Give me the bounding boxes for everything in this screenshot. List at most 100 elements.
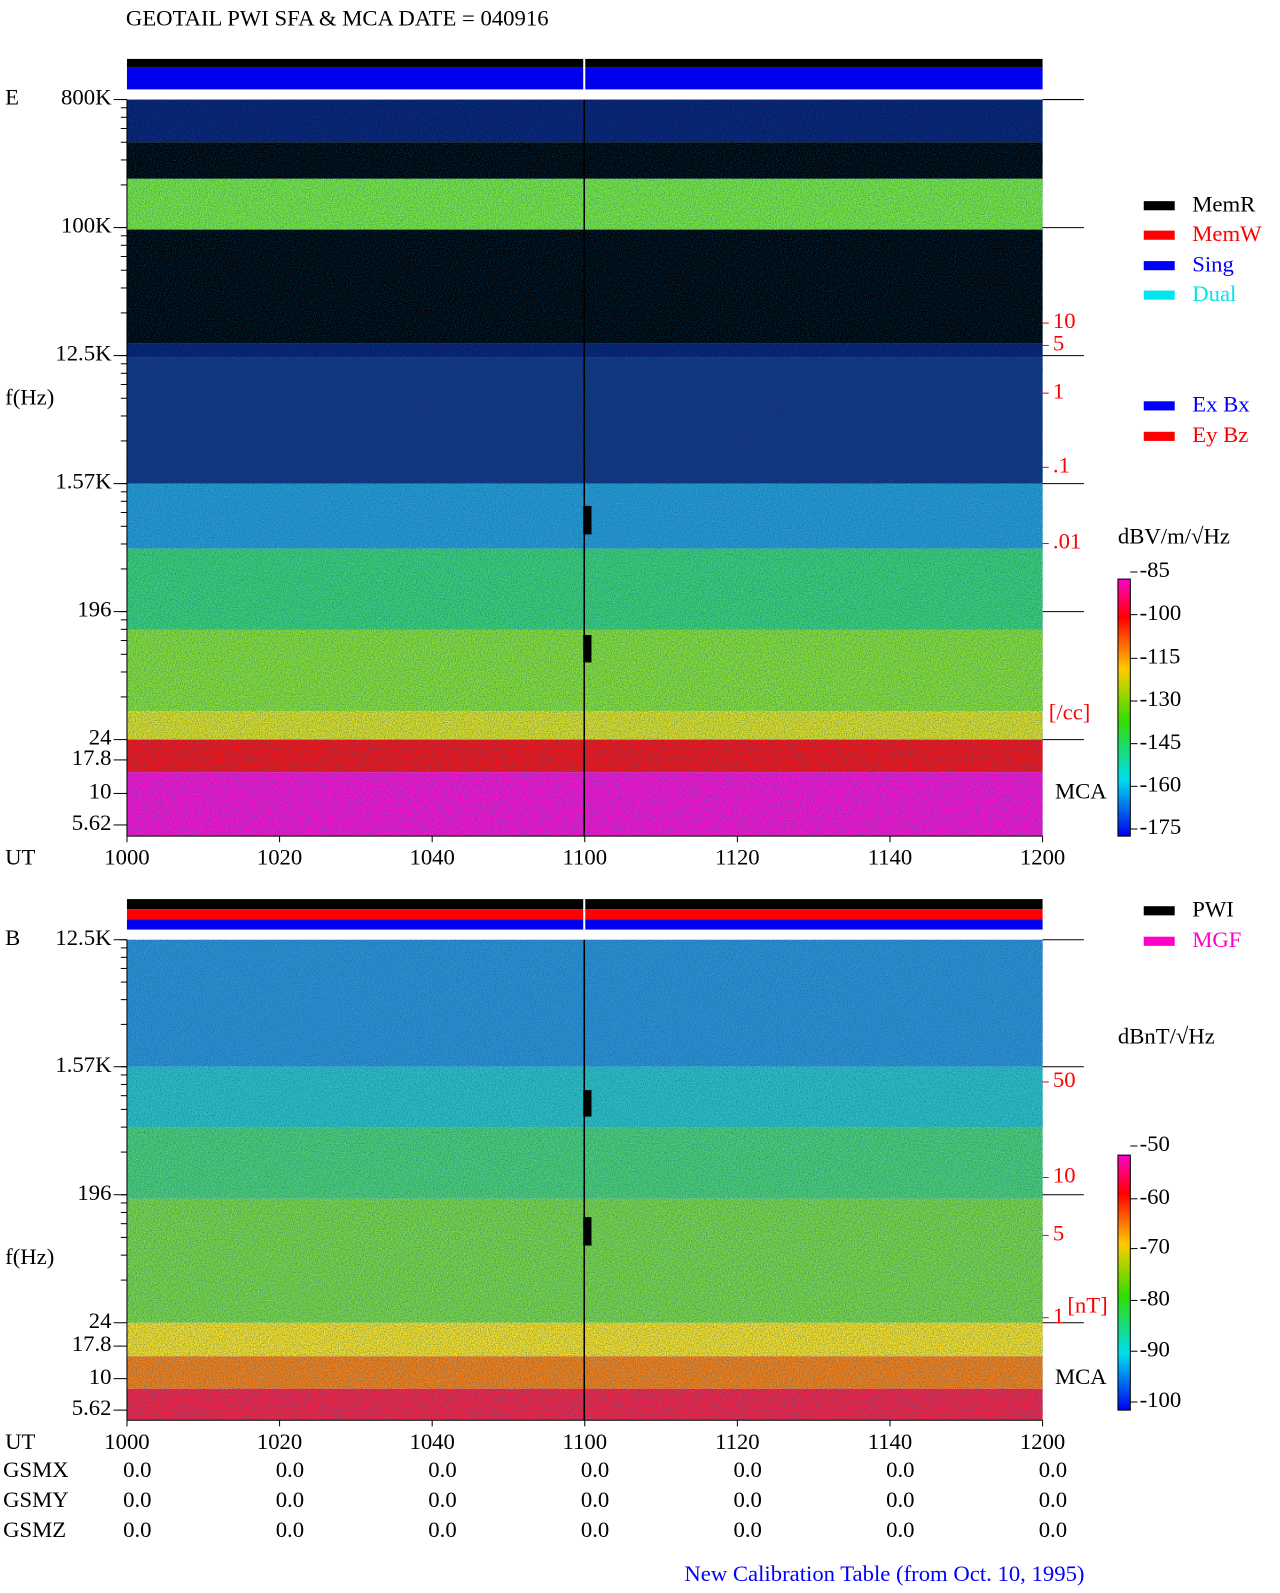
colorbar-tick-label: -100: [1140, 600, 1182, 625]
colorbar: [1117, 578, 1131, 837]
y-tick-label: 17.8: [72, 1331, 112, 1356]
gsm-value: 0.0: [734, 1457, 762, 1482]
data-gap: [583, 1090, 592, 1117]
gsm-value: 0.0: [734, 1517, 762, 1542]
colorbar-tick-label: -90: [1140, 1336, 1170, 1361]
y-tick-label: 196: [77, 1180, 111, 1205]
legend-label: Dual: [1192, 281, 1236, 306]
colorbar-tick-label: -145: [1140, 729, 1182, 754]
colorbar-tick-label: -50: [1140, 1131, 1170, 1156]
data-gap: [583, 1217, 592, 1246]
x-tick-label: 1040: [409, 845, 454, 870]
gsm-value: 0.0: [428, 1517, 456, 1542]
legend-swatch: [1143, 431, 1175, 441]
colorbar-tick-label: -175: [1140, 814, 1182, 839]
colorbar-tick-label: -100: [1140, 1387, 1182, 1412]
legend-label: MemW: [1192, 221, 1262, 246]
density-label: .1: [1053, 453, 1070, 478]
y-tick-label: 17.8: [72, 745, 112, 770]
footer: New Calibration Table (from Oct. 10, 199…: [684, 1561, 1084, 1586]
colorbar-tick-label: -115: [1140, 644, 1181, 669]
x-tick-label: 1000: [104, 845, 149, 870]
density-label: 10: [1053, 1163, 1076, 1188]
x-tick-label: 1140: [868, 845, 913, 870]
legend-label: Ex Bx: [1192, 392, 1249, 417]
legend-swatch: [1143, 936, 1175, 946]
legend-label: Ey Bz: [1192, 422, 1248, 447]
gsm-value: 0.0: [886, 1487, 914, 1512]
y-tick-label: 196: [77, 597, 111, 622]
gsm-value: 0.0: [276, 1517, 304, 1542]
gsm-label: GSMY: [3, 1487, 69, 1512]
data-gap: [583, 505, 592, 535]
gsm-value: 0.0: [581, 1517, 609, 1542]
gsm-value: 0.0: [1039, 1517, 1067, 1542]
y-axis-label: f(Hz): [5, 385, 54, 410]
y-tick-label: 1.57K: [55, 469, 112, 494]
title: GEOTAIL PWI SFA & MCA DATE = 040916: [126, 6, 549, 31]
legend-label: Sing: [1192, 251, 1234, 276]
y-tick-label: 800K: [61, 85, 112, 110]
gsm-value: 0.0: [886, 1517, 914, 1542]
legend-label: MGF: [1192, 927, 1241, 952]
x-tick-label: 1020: [257, 845, 302, 870]
data-gap: [583, 634, 592, 663]
colorbar-unit: dBV/m/√Hz: [1118, 524, 1230, 549]
gsm-value: 0.0: [428, 1457, 456, 1482]
legend-swatch: [1143, 261, 1175, 271]
x-tick-label: 1100: [562, 1429, 607, 1454]
colorbar-tick-label: -60: [1140, 1184, 1170, 1209]
colorbar-unit: dBnT/√Hz: [1118, 1024, 1215, 1049]
mca-label: MCA: [1055, 1364, 1107, 1389]
x-tick-label: 1120: [715, 845, 760, 870]
gsm-value: 0.0: [581, 1487, 609, 1512]
x-tick-label: 1200: [1020, 845, 1065, 870]
y-tick-label: 10: [89, 779, 112, 804]
density-label: 1: [1053, 1303, 1064, 1328]
gsm-value: 0.0: [1039, 1487, 1067, 1512]
gsm-value: 0.0: [581, 1457, 609, 1482]
y-tick-label: 10: [89, 1364, 112, 1389]
x-tick-label: 1040: [409, 1429, 454, 1454]
x-tick-label: 1000: [104, 1429, 149, 1454]
colorbar-tick-label: -80: [1140, 1286, 1170, 1311]
legend-label: PWI: [1192, 897, 1234, 922]
y-tick-label: 5.62: [72, 1395, 112, 1420]
density-label: 10: [1053, 308, 1076, 333]
legend-swatch: [1143, 906, 1175, 916]
y-tick-label: 100K: [61, 213, 112, 238]
panel-label: B: [5, 925, 20, 950]
colorbar-tick-label: -70: [1140, 1234, 1170, 1259]
x-tick-label: 1100: [562, 845, 607, 870]
density-label: 5: [1053, 1221, 1064, 1246]
density-unit: [/cc]: [1049, 699, 1091, 724]
gsm-value: 0.0: [276, 1457, 304, 1482]
legend-swatch: [1143, 290, 1175, 300]
colorbar-tick-label: -85: [1140, 557, 1170, 582]
density-unit: [nT]: [1067, 1293, 1107, 1318]
gsm-value: 0.0: [123, 1487, 151, 1512]
density-label: 1: [1053, 378, 1064, 403]
x-axis-label: UT: [5, 1429, 36, 1454]
gsm-value: 0.0: [886, 1457, 914, 1482]
colorbar-tick-label: -160: [1140, 772, 1182, 797]
gsm-value: 0.0: [428, 1487, 456, 1512]
gsm-value: 0.0: [123, 1457, 151, 1482]
y-tick-label: 24: [89, 1308, 112, 1333]
gsm-label: GSMZ: [3, 1517, 66, 1542]
legend-swatch: [1143, 201, 1175, 211]
colorbar: [1117, 1154, 1131, 1411]
density-label: 50: [1053, 1067, 1076, 1092]
legend-label: MemR: [1192, 192, 1255, 217]
gsm-value: 0.0: [1039, 1457, 1067, 1482]
x-tick-label: 1140: [868, 1429, 913, 1454]
y-tick-label: 12.5K: [55, 341, 112, 366]
y-tick-label: 5.62: [72, 810, 112, 835]
gsm-label: GSMX: [3, 1457, 69, 1482]
x-tick-label: 1120: [715, 1429, 760, 1454]
panel-label: E: [5, 85, 19, 110]
x-axis-label: UT: [5, 845, 36, 870]
colorbar-tick-label: -130: [1140, 686, 1182, 711]
